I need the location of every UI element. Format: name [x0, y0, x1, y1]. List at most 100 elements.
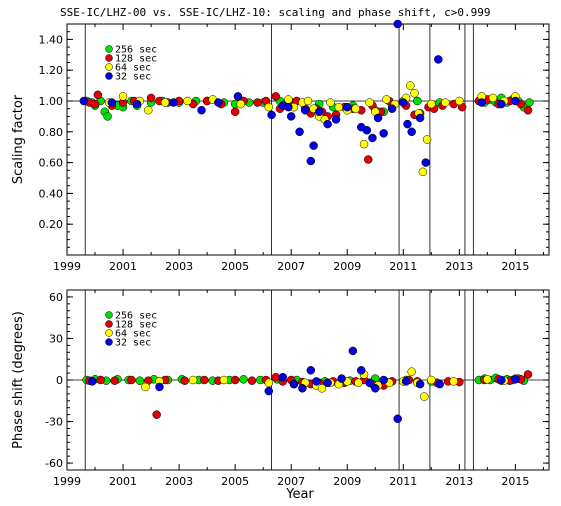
data-point	[183, 96, 192, 106]
y-tick-label: 60	[49, 291, 63, 304]
data-point	[401, 377, 411, 386]
x-tick-label: 2009	[333, 475, 361, 488]
scaling-factor-panel: 1999 2001 2003 2005 2007 2009 2011 2013 2015 0.20…	[11, 19, 550, 273]
data-point	[286, 112, 296, 121]
data-point	[79, 96, 89, 106]
data-point	[399, 98, 408, 107]
y-tick-label: 1.20	[39, 64, 64, 77]
legend-marker	[105, 54, 113, 62]
data-point	[87, 377, 97, 386]
data-point	[523, 105, 533, 115]
x-tick-label: 2001	[109, 260, 137, 273]
data-point	[135, 376, 145, 385]
x-tick-label: 2003	[165, 260, 193, 273]
data-point	[306, 366, 316, 375]
data-point	[356, 366, 366, 375]
data-point	[118, 92, 128, 101]
data-point	[379, 129, 388, 138]
y-tick-label: 1.00	[39, 95, 64, 108]
data-point	[314, 107, 324, 117]
data-point	[278, 372, 288, 382]
data-point	[407, 367, 416, 376]
legend-label: 32 sec	[115, 338, 151, 349]
data-point	[152, 410, 161, 419]
data-point	[146, 93, 156, 103]
legend-marker	[105, 63, 113, 71]
data-point	[427, 375, 436, 385]
data-point	[368, 133, 377, 143]
x-tick-label: 2015	[501, 260, 529, 273]
y-axis-label: Phase shift (degrees)	[11, 311, 26, 449]
top-chart-title: SSE-IC/LHZ-00 vs. SSE-IC/LHZ-10: scaling…	[60, 6, 490, 19]
x-tick-label: 2005	[221, 475, 249, 488]
data-point	[455, 96, 464, 106]
y-tick-label: 0.20	[39, 218, 64, 231]
y-axis-label: Scaling factor	[11, 94, 26, 184]
y-tick-label: 1.40	[39, 33, 64, 46]
x-tick-label: 2011	[389, 475, 417, 488]
x-tick-label: 2009	[333, 260, 361, 273]
data-point	[403, 119, 412, 129]
data-point	[393, 19, 402, 29]
legend-marker	[105, 320, 113, 328]
data-point	[155, 382, 164, 392]
data-point	[289, 379, 299, 389]
x-tick-label: 2003	[165, 475, 193, 488]
legend-marker	[105, 72, 113, 80]
data-point	[200, 375, 209, 385]
data-point	[449, 377, 458, 386]
data-point	[284, 95, 293, 104]
x-tick-label: 1999	[53, 260, 81, 273]
data-point	[271, 92, 281, 101]
x-tick-label: 2013	[445, 475, 473, 488]
data-point	[230, 375, 240, 385]
data-point	[387, 104, 397, 113]
data-point	[511, 96, 520, 106]
x-tick-label: 2007	[277, 260, 305, 273]
data-point	[525, 98, 534, 107]
data-point	[219, 375, 229, 385]
data-point	[110, 376, 119, 385]
data-point	[334, 102, 344, 112]
data-point	[421, 158, 430, 167]
data-point	[365, 378, 374, 388]
data-point	[247, 376, 257, 385]
x-tick-label: 2005	[221, 260, 249, 273]
data-point	[365, 98, 374, 107]
legend-marker	[105, 45, 113, 53]
data-point	[511, 375, 520, 384]
data-point	[103, 112, 112, 121]
data-point	[348, 346, 358, 356]
data-point	[434, 55, 443, 64]
data-point	[236, 99, 245, 109]
data-point	[298, 384, 307, 393]
data-point	[497, 99, 506, 109]
phase-shift-panel: 1999 2001 2003 2005 2007 2009 2011 2013 2015 -60 -…	[11, 289, 550, 502]
data-point	[483, 375, 492, 384]
data-point	[264, 378, 274, 388]
y-tick-label: 0	[56, 374, 63, 387]
data-point	[132, 99, 142, 109]
data-point	[197, 105, 206, 115]
y-tick-label: 0.60	[39, 157, 64, 170]
data-point	[406, 81, 415, 90]
data-point	[264, 102, 274, 112]
data-point	[160, 98, 170, 107]
data-point	[331, 115, 341, 124]
data-point	[382, 95, 391, 104]
data-point	[303, 96, 313, 106]
data-point	[488, 93, 498, 103]
x-tick-label: 1999	[53, 475, 81, 488]
data-point	[415, 379, 425, 389]
data-point	[410, 89, 419, 98]
data-point	[407, 127, 416, 137]
data-point	[351, 104, 360, 113]
legend-label: 128 sec	[115, 54, 157, 65]
y-tick-label: -30	[45, 416, 63, 429]
data-point	[342, 102, 352, 112]
data-point	[362, 126, 372, 135]
data-point	[214, 98, 223, 107]
data-point	[239, 375, 248, 384]
data-point	[354, 378, 363, 388]
